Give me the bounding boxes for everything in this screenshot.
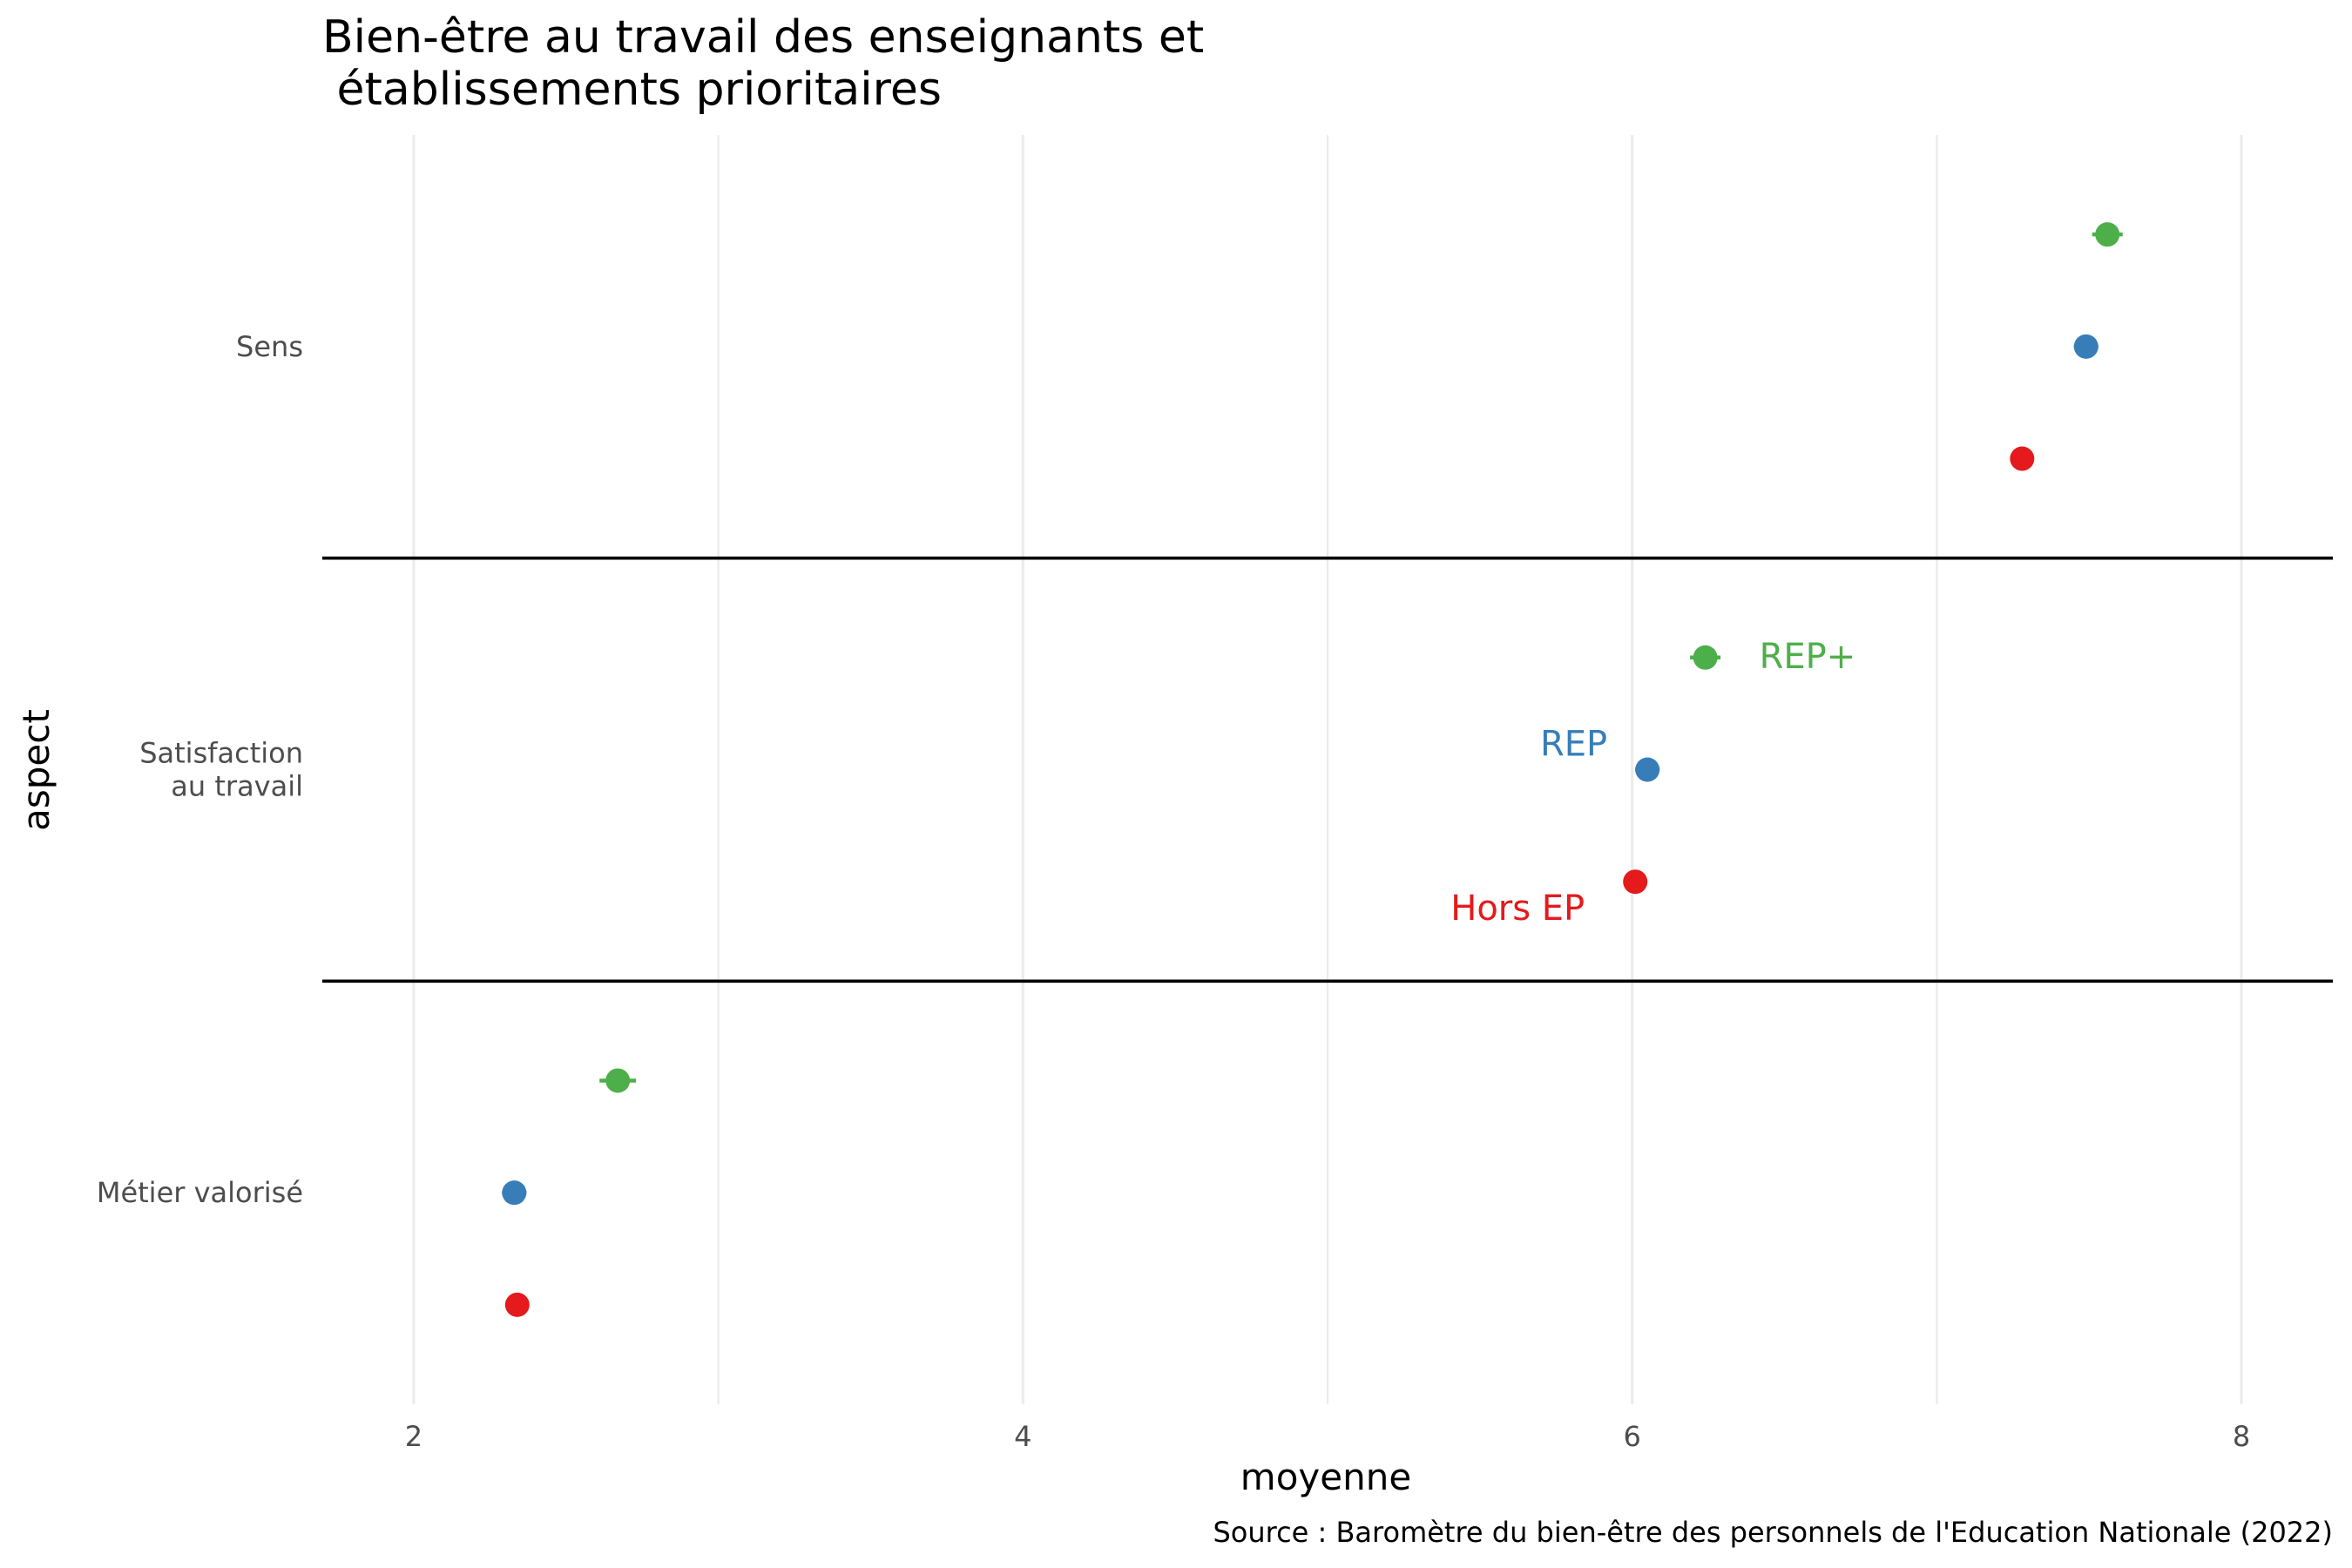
- y-tick-label: Sens: [236, 330, 303, 363]
- series-label: REP: [1540, 725, 1607, 765]
- data-point: [1623, 869, 1648, 895]
- data-point: [605, 1068, 631, 1093]
- data-points: [502, 222, 2123, 1317]
- x-tick-label: 6: [1624, 1420, 1641, 1453]
- y-tick-label: au travail: [171, 770, 303, 803]
- x-tick-label: 8: [2233, 1420, 2250, 1453]
- chart-title-line-1: Bien-être au travail des enseignants et: [322, 11, 1204, 64]
- category-separators: [322, 556, 2333, 983]
- series-label: Hors EP: [1450, 889, 1585, 929]
- y-axis-title: aspect: [15, 709, 57, 831]
- x-tick-label: 4: [1014, 1420, 1031, 1453]
- x-tick-label: 2: [405, 1420, 422, 1453]
- y-axis-ticks: Sens Satisfaction au travail Métier valori…: [97, 330, 303, 1209]
- x-axis-ticks: 2 4 6 8: [405, 1420, 2251, 1453]
- data-point: [2010, 446, 2035, 471]
- y-tick-label: Métier valorisé: [97, 1176, 303, 1209]
- data-point: [1635, 757, 1660, 782]
- data-point: [502, 1180, 527, 1206]
- grid: [412, 135, 2243, 1404]
- data-point: [2095, 222, 2120, 247]
- data-point: [1693, 645, 1718, 670]
- series-labels: REP+ REP Hors EP: [1450, 637, 1855, 929]
- data-point: [504, 1292, 530, 1317]
- chart-title-line-2: établissements prioritaires: [322, 64, 942, 116]
- series-label: REP+: [1760, 637, 1856, 677]
- chart-caption: Source : Baromètre du bien-être des pers…: [1213, 1516, 2333, 1549]
- y-tick-label: Satisfaction: [139, 737, 303, 770]
- data-point: [2073, 334, 2099, 359]
- x-axis-title: moyenne: [1240, 1456, 1411, 1498]
